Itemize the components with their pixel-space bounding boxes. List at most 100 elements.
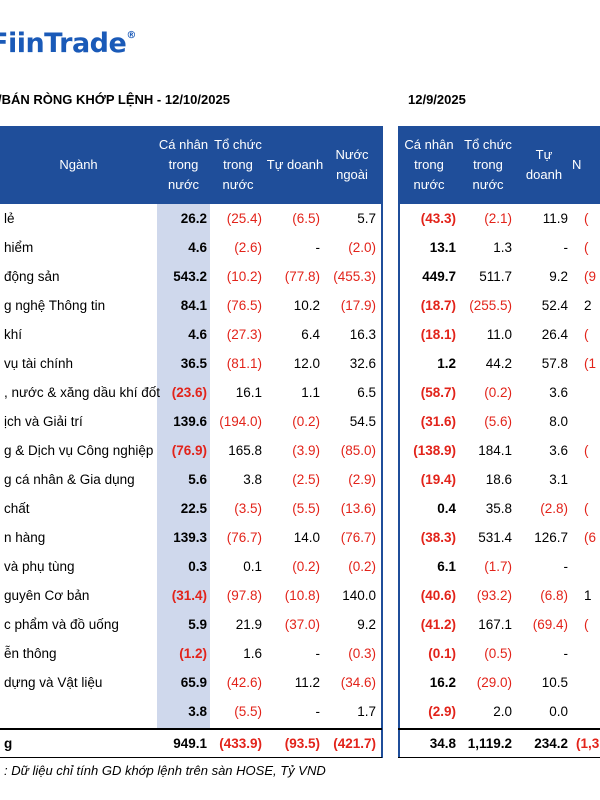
- registered-mark: ®: [126, 30, 136, 41]
- header-right-col-2: Tổ chức trong nước: [460, 126, 516, 204]
- total-right-col-1: 34.8: [429, 736, 456, 751]
- cell-left-col-1: (31.4): [171, 588, 207, 603]
- cell-left-col-4: (455.3): [333, 269, 376, 284]
- cell-right-col-1: (18.7): [420, 298, 456, 313]
- cell-left-col-1: 5.6: [188, 472, 207, 487]
- header-col-4: Nước ngoài: [324, 126, 380, 204]
- cell-right-col-4: (9: [584, 269, 597, 284]
- total-left-col-2: (433.9): [219, 736, 262, 751]
- cell-right-col-4: 1: [584, 588, 592, 603]
- table-row: 1.2 44.2 57.8 (1: [398, 349, 600, 378]
- table-row: (43.3) (2.1) 11.9 (: [398, 204, 600, 233]
- sector-name: chất: [4, 501, 30, 516]
- table-row: (18.7) (255.5) 52.4 2: [398, 291, 600, 320]
- cell-right-col-3: 57.8: [541, 356, 568, 371]
- cell-right-col-2: (1.7): [484, 559, 512, 574]
- cell-left-col-4: (0.2): [348, 559, 376, 574]
- cell-left-col-2: 1.6: [243, 646, 262, 661]
- cell-left-col-1: 36.5: [180, 356, 207, 371]
- table-row: 6.1 (1.7) -: [398, 552, 600, 581]
- table-right: (43.3) (2.1) 11.9(13.1 1.3-(449.7 511.7 9.2 (9…: [398, 204, 600, 728]
- cell-right-col-4: (1: [584, 356, 597, 371]
- header-line: Cá nhân: [158, 137, 209, 152]
- table-row: (19.4) 18.6 3.1: [398, 465, 600, 494]
- cell-left-col-4: 16.3: [349, 327, 376, 342]
- cell-right-col-1: (19.4): [420, 472, 456, 487]
- cell-right-col-3: 9.2: [549, 269, 568, 284]
- logo-text: FiinTrade: [0, 28, 127, 59]
- cell-right-col-3: 3.6: [549, 443, 568, 458]
- cell-right-col-2: (0.5): [484, 646, 512, 661]
- total-rule-left: [0, 728, 382, 730]
- divider-left-end: [381, 126, 383, 758]
- cell-left-col-4: 32.6: [349, 356, 376, 371]
- cell-right-col-2: (93.2): [476, 588, 512, 603]
- cell-left-col-4: (76.7): [340, 530, 376, 545]
- cell-right-col-3: 10.5: [541, 675, 568, 690]
- cell-left-col-3: (0.2): [292, 559, 320, 574]
- cell-left-col-4: (34.6): [340, 675, 376, 690]
- cell-left-col-1: 84.1: [180, 298, 207, 313]
- sector-name: khí: [4, 327, 23, 342]
- cell-right-col-4: (: [584, 443, 589, 458]
- cell-right-col-1: (2.9): [428, 704, 456, 719]
- total-left-col-4: (421.7): [333, 736, 376, 751]
- cell-left-col-3: (10.8): [284, 588, 320, 603]
- cell-right-col-1: 16.2: [429, 675, 456, 690]
- cell-left-col-1: 3.8: [188, 704, 207, 719]
- table-title-right: 12/9/2025: [408, 92, 466, 107]
- cell-right-col-2: (29.0): [476, 675, 512, 690]
- cell-left-col-1: 4.6: [188, 240, 207, 255]
- cell-right-col-1: 0.4: [437, 501, 456, 516]
- cell-left-col-4: 140.0: [342, 588, 376, 603]
- total-bottom-right: [398, 757, 600, 758]
- table-row: (18.1) 11.0 26.4 (: [398, 320, 600, 349]
- cell-left-col-3: -: [315, 240, 321, 255]
- cell-right-col-4: (: [584, 211, 589, 226]
- cell-left-col-1: 543.2: [173, 269, 207, 284]
- cell-left-col-4: 54.5: [349, 414, 376, 429]
- cell-right-col-2: 531.4: [478, 530, 512, 545]
- header-left: Ngành Cá nhân trong nước Tổ chức trong nước Tự …: [0, 126, 382, 204]
- table-row: 0.4 35.8 (2.8) (: [398, 494, 600, 523]
- header-line: Cá nhân: [404, 137, 454, 152]
- header-right: Cá nhân trong nước Tổ chức trong nước Tự doan…: [398, 126, 600, 204]
- cell-left-col-2: (194.0): [219, 414, 262, 429]
- sector-name: ễn thông: [4, 646, 57, 661]
- header-line: ngoài: [336, 167, 368, 182]
- cell-right-col-1: 449.7: [422, 269, 456, 284]
- cell-right-col-4: (6: [584, 530, 597, 545]
- header-col-1: Cá nhân trong nước: [157, 126, 210, 204]
- header-line: Tổ chức: [214, 137, 262, 152]
- sector-name: động sản: [4, 269, 60, 284]
- cell-right-col-2: 184.1: [478, 443, 512, 458]
- total-row-left: g 949.1 (433.9) (93.5) (421.7): [0, 730, 382, 758]
- cell-left-col-1: 4.6: [188, 327, 207, 342]
- header-line: nước: [222, 177, 254, 192]
- cell-left-col-1: 139.3: [173, 530, 207, 545]
- cell-left-col-3: (3.9): [292, 443, 320, 458]
- cell-left-col-2: 16.1: [235, 385, 262, 400]
- cell-right-col-2: 35.8: [485, 501, 512, 516]
- header-line: trong: [223, 157, 253, 172]
- table-row: 449.7 511.7 9.2 (9: [398, 262, 600, 291]
- total-right-col-3: 234.2: [534, 736, 568, 751]
- cell-left-col-2: (97.8): [226, 588, 262, 603]
- header-line: nước: [168, 177, 199, 192]
- cell-left-col-4: 9.2: [357, 617, 376, 632]
- header-line: trong: [473, 157, 503, 172]
- fiintrade-logo: FiinTrade®: [0, 28, 136, 59]
- cell-right-col-3: 3.6: [549, 385, 568, 400]
- table-row: (138.9) 184.1 3.6 (: [398, 436, 600, 465]
- header-line: trong nước: [413, 157, 445, 192]
- cell-right-col-3: 52.4: [541, 298, 568, 313]
- cell-right-col-1: 1.2: [437, 356, 456, 371]
- cell-left-col-2: (25.4): [226, 211, 262, 226]
- table-row: (38.3) 531.4 126.7 (6: [398, 523, 600, 552]
- cell-left-col-3: (6.5): [292, 211, 320, 226]
- cell-right-col-1: (18.1): [420, 327, 456, 342]
- table-row: g & Dịch vụ Công nghiệp (76.9) 165.8 (3.9) (…: [0, 436, 382, 465]
- sector-name: n hàng: [4, 530, 46, 545]
- cell-left-col-1: 26.2: [180, 211, 207, 226]
- total-right-col-2: 1,119.2: [467, 736, 512, 751]
